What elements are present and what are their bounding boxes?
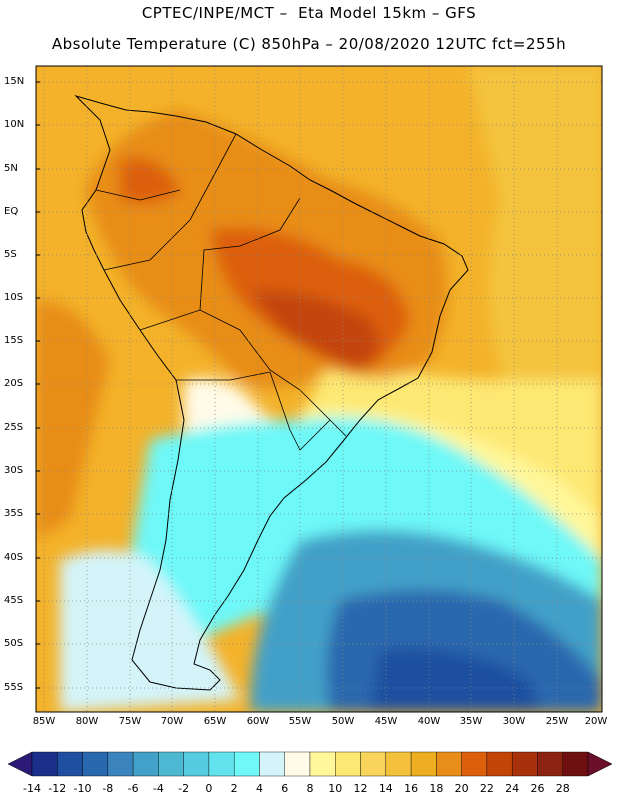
- chart-title-line-1: CPTEC/INPE/MCT – Eta Model 15km – GFS: [141, 4, 477, 22]
- field-band-yellow: [300, 360, 602, 560]
- colorbar-swatch: [57, 751, 83, 777]
- colorbar-label: -8: [102, 782, 114, 795]
- chart-title-line-2: Absolute Temperature (C) 850hPa – 20/08/…: [51, 35, 567, 53]
- lon-label-70w: 70W: [160, 716, 184, 727]
- field-band-red-north: [120, 158, 180, 204]
- colorbar-label: 16: [404, 782, 419, 795]
- lat-label-eq: EQ: [4, 206, 19, 217]
- colorbar-underflow-triangle: [7, 751, 33, 777]
- map-frame: [35, 65, 603, 713]
- colorbar-swatch: [486, 751, 513, 777]
- lat-label-20s: 20S: [4, 378, 24, 389]
- colorbar-swatch: [335, 751, 361, 777]
- colorbar-label: 8: [306, 782, 314, 795]
- colorbar-label: 20: [454, 782, 469, 795]
- colorbar-swatch: [82, 751, 109, 777]
- lat-label-45s: 45S: [4, 595, 24, 606]
- axis-ticks: [36, 81, 40, 689]
- colorbar-swatches: [31, 751, 589, 777]
- colorbar-swatch: [385, 751, 412, 777]
- colorbar-swatch: [562, 751, 589, 777]
- colorbar-label: 28: [555, 782, 570, 795]
- country-borders: [95, 133, 347, 451]
- colorbar-swatch: [183, 751, 210, 777]
- colorbar-swatch: [284, 751, 311, 777]
- lon-label-40w: 40W: [417, 716, 441, 727]
- colorbar-label: -2: [178, 782, 190, 795]
- colorbar-overflow-triangle: [587, 751, 613, 777]
- colorbar-label: -14: [23, 782, 41, 795]
- colorbar-label: 0: [205, 782, 213, 795]
- lon-label-20w: 20W: [584, 716, 608, 727]
- field-band-pacific-warm: [36, 300, 110, 540]
- colorbar-label: -10: [73, 782, 92, 795]
- colorbar-swatch: [259, 751, 285, 777]
- colorbar-swatch: [511, 751, 538, 777]
- lon-label-75w: 75W: [118, 716, 142, 727]
- field-band-red: [250, 290, 379, 370]
- colorbar-label: 18: [429, 782, 444, 795]
- colorbar-label: 2: [230, 782, 238, 795]
- field-band-east-ocean: [470, 66, 602, 420]
- colorbar-label: 4: [255, 782, 263, 795]
- continent-coastline: [74, 94, 469, 691]
- colorbar-label: 26: [530, 782, 545, 795]
- colorbar-swatch: [107, 751, 134, 777]
- colorbar-swatch: [31, 751, 58, 777]
- field-band-darkest-blue: [370, 648, 540, 712]
- lat-label-30s: 30S: [4, 465, 24, 476]
- colorbar-label: 10: [328, 782, 343, 795]
- lon-label-45w: 45W: [374, 716, 398, 727]
- colorbar-label: -12: [48, 782, 67, 795]
- lat-label-40s: 40S: [4, 552, 24, 563]
- lon-label-55w: 55W: [288, 716, 312, 727]
- lat-label-15n: 15N: [4, 76, 25, 87]
- lat-label-15s: 15S: [4, 335, 24, 346]
- lon-label-50w: 50W: [331, 716, 355, 727]
- lat-label-5s: 5S: [4, 249, 17, 260]
- lat-label-55s: 55S: [4, 682, 24, 693]
- lat-label-10s: 10S: [4, 292, 24, 303]
- lat-label-5n: 5N: [4, 163, 18, 174]
- colorbar-swatch: [233, 751, 260, 777]
- colorbar-label: -6: [127, 782, 139, 795]
- lon-label-25w: 25W: [545, 716, 569, 727]
- lat-label-50s: 50S: [4, 638, 24, 649]
- colorbar-swatch: [436, 751, 462, 777]
- lat-label-25s: 25S: [4, 422, 24, 433]
- lat-label-35s: 35S: [4, 508, 24, 519]
- lon-label-65w: 65W: [203, 716, 227, 727]
- lon-label-60w: 60W: [246, 716, 270, 727]
- colorbar-label: 6: [281, 782, 289, 795]
- field-band-pale-cyan: [60, 550, 240, 712]
- colorbar-swatch: [461, 751, 488, 777]
- lon-label-80w: 80W: [75, 716, 99, 727]
- lon-label-85w: 85W: [32, 716, 56, 727]
- colorbar-swatch: [537, 751, 563, 777]
- colorbar-label: -4: [152, 782, 164, 795]
- colorbar-label: 22: [479, 782, 494, 795]
- lon-label-30w: 30W: [502, 716, 526, 727]
- colorbar-swatch: [309, 751, 336, 777]
- colorbar-label: 12: [353, 782, 368, 795]
- colorbar: [7, 751, 613, 777]
- colorbar-label: 14: [378, 782, 393, 795]
- colorbar-swatch: [208, 751, 235, 777]
- lat-label-10n: 10N: [4, 119, 25, 130]
- colorbar-swatch: [410, 751, 437, 777]
- colorbar-swatch: [360, 751, 387, 777]
- field-band-cyan: [130, 417, 602, 640]
- colorbar-label: 24: [505, 782, 520, 795]
- lon-label-35w: 35W: [459, 716, 483, 727]
- colorbar-swatch: [158, 751, 184, 777]
- temperature-field: [36, 66, 602, 712]
- colorbar-swatch: [132, 751, 159, 777]
